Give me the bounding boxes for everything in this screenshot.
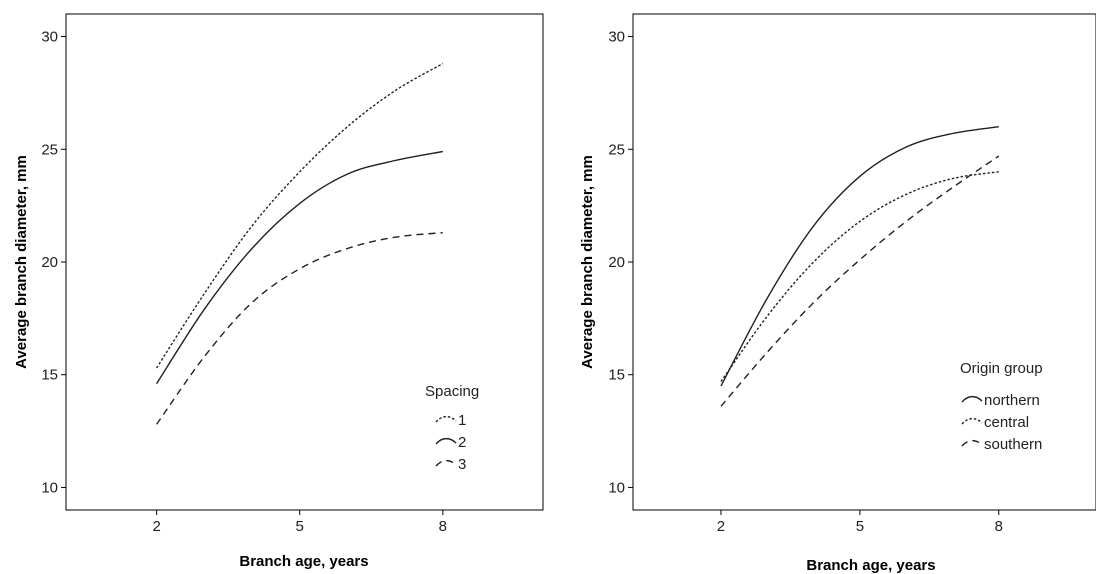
legend: Spacing 1 2 3 [425,383,479,473]
legend-swatch-3 [435,459,457,467]
x-axis-ticks: 2 5 8 [717,510,1003,535]
x-axis-ticks: 2 5 8 [152,510,447,535]
x-tick-label: 5 [296,518,304,535]
x-tick-label: 2 [717,518,725,535]
legend-swatch-central [961,417,983,425]
y-tick-label: 25 [41,141,58,158]
legend-title: Origin group [960,360,1043,377]
legend-label-central: central [984,414,1029,431]
x-tick-label: 8 [995,518,1003,535]
y-axis-title: Average branch diameter, mm [13,155,30,369]
y-tick-label: 20 [41,254,58,271]
series-line-2 [156,150,443,385]
x-tick-label: 5 [856,518,864,535]
series-lines [720,126,1000,407]
y-tick-label: 15 [608,367,625,384]
series-line-3 [156,232,443,425]
y-tick-label: 10 [608,479,625,496]
x-axis-title: Branch age, years [806,557,935,574]
x-axis-title: Branch age, years [239,553,368,570]
y-tick-label: 30 [41,29,58,46]
y-tick-label: 15 [41,367,58,384]
legend-swatch-northern [961,395,983,403]
y-tick-label: 10 [41,479,58,496]
legend-label-2: 2 [458,434,466,451]
series-line-northern [720,126,999,387]
legend-swatch-1 [435,415,457,423]
x-tick-label: 8 [439,518,447,535]
y-axis-ticks: 10 15 20 25 30 [41,29,66,496]
x-tick-label: 2 [152,518,160,535]
legend: Origin group northern central southern [960,360,1043,453]
series-line-southern [720,155,1000,407]
legend-swatch-southern [961,439,983,447]
legend-label-1: 1 [458,412,466,429]
legend-label-northern: northern [984,392,1040,409]
series-lines [156,62,444,425]
plot-frame [65,13,544,511]
legend-label-southern: southern [984,436,1042,453]
y-tick-label: 20 [608,254,625,271]
legend-title: Spacing [425,383,479,400]
y-tick-label: 30 [608,29,625,46]
y-axis-ticks: 10 15 20 25 30 [608,29,633,496]
legend-swatch-2 [435,437,457,445]
legend-label-3: 3 [458,456,466,473]
series-line-central [720,171,999,382]
y-axis-title: Average branch diameter, mm [579,155,596,369]
y-tick-label: 25 [608,141,625,158]
series-line-1 [156,62,444,369]
